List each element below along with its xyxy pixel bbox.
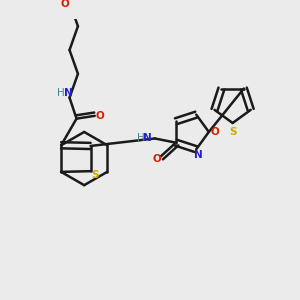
Text: O: O [152,154,161,164]
Text: H: H [137,133,145,142]
Text: N: N [64,88,73,98]
Text: S: S [91,170,99,180]
Text: S: S [229,128,236,137]
Text: H: H [57,88,64,98]
Text: O: O [60,0,69,9]
Text: N: N [143,133,152,142]
Text: N: N [194,150,203,160]
Text: O: O [210,127,219,137]
Text: O: O [95,111,104,121]
